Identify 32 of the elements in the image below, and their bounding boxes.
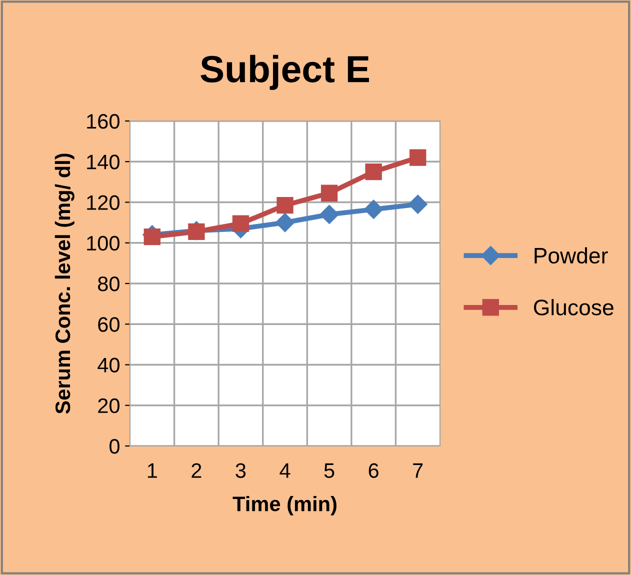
- legend-label: Powder: [534, 247, 608, 264]
- x-tick-label: 5: [324, 463, 334, 478]
- point: [320, 184, 338, 202]
- y-tick-label: 80: [98, 276, 120, 292]
- x-tick-label: 3: [236, 463, 246, 478]
- y-tick-label: 160: [87, 114, 120, 129]
- legend-label: Glucose: [534, 299, 614, 316]
- x-tick-label: 6: [368, 463, 378, 478]
- x-tick-label: 4: [280, 463, 290, 478]
- y-tick-label: 20: [98, 398, 120, 414]
- x-tick-label: 7: [413, 463, 423, 478]
- point: [364, 200, 384, 219]
- point: [365, 163, 382, 180]
- point: [275, 213, 295, 232]
- y-tick-label: 60: [98, 317, 120, 332]
- y-tick-label: 120: [87, 195, 120, 210]
- point: [232, 215, 250, 232]
- chart-title: Subject E: [200, 54, 369, 90]
- x-tick-label: 2: [192, 463, 202, 478]
- y-axis-title: Serum Conc. level (mg/ dl): [54, 154, 74, 414]
- point: [188, 223, 205, 240]
- y-tick-label: 40: [98, 358, 120, 373]
- x-axis-title: Time (min): [232, 496, 336, 516]
- point: [408, 194, 428, 214]
- point: [320, 204, 339, 224]
- point: [410, 149, 426, 166]
- y-tick-label: 0: [110, 439, 120, 454]
- y-tick-label: 140: [87, 154, 120, 170]
- y-tick-label: 100: [87, 236, 120, 251]
- point: [144, 228, 160, 246]
- x-tick-label: 1: [148, 463, 157, 478]
- point: [276, 196, 294, 214]
